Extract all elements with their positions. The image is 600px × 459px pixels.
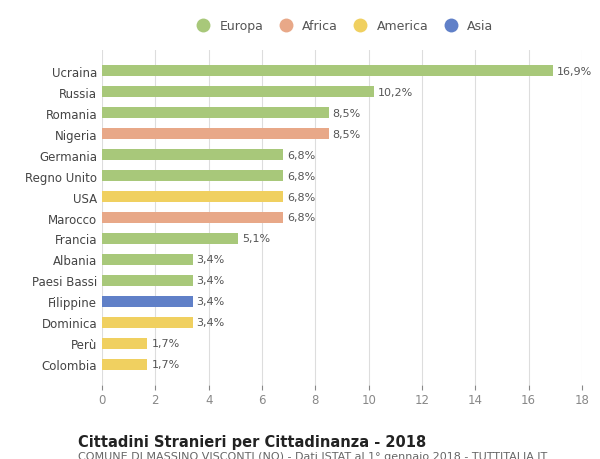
Text: 16,9%: 16,9% — [557, 67, 592, 77]
Text: 3,4%: 3,4% — [197, 297, 225, 307]
Text: 1,7%: 1,7% — [151, 339, 179, 349]
Bar — [102, 87, 374, 98]
Bar — [102, 66, 553, 77]
Text: 8,5%: 8,5% — [332, 129, 361, 139]
Text: 6,8%: 6,8% — [287, 171, 316, 181]
Bar — [102, 150, 283, 161]
Bar — [102, 170, 283, 182]
Text: 6,8%: 6,8% — [287, 150, 316, 160]
Text: 3,4%: 3,4% — [197, 276, 225, 286]
Bar — [102, 296, 193, 308]
Text: 3,4%: 3,4% — [197, 318, 225, 328]
Bar — [102, 212, 283, 224]
Text: 10,2%: 10,2% — [378, 87, 413, 97]
Text: 3,4%: 3,4% — [197, 255, 225, 265]
Bar — [102, 191, 283, 203]
Bar — [102, 317, 193, 329]
Bar — [102, 359, 148, 370]
Bar — [102, 275, 193, 286]
Text: 6,8%: 6,8% — [287, 192, 316, 202]
Text: 8,5%: 8,5% — [332, 108, 361, 118]
Text: 1,7%: 1,7% — [151, 359, 179, 369]
Bar — [102, 254, 193, 266]
Bar — [102, 338, 148, 349]
Text: Cittadini Stranieri per Cittadinanza - 2018: Cittadini Stranieri per Cittadinanza - 2… — [78, 434, 426, 449]
Text: COMUNE DI MASSINO VISCONTI (NO) - Dati ISTAT al 1° gennaio 2018 - TUTTITALIA.IT: COMUNE DI MASSINO VISCONTI (NO) - Dati I… — [78, 451, 547, 459]
Bar — [102, 129, 329, 140]
Text: 6,8%: 6,8% — [287, 213, 316, 223]
Bar — [102, 107, 329, 119]
Legend: Europa, Africa, America, Asia: Europa, Africa, America, Asia — [191, 20, 493, 33]
Text: 5,1%: 5,1% — [242, 234, 270, 244]
Bar — [102, 233, 238, 245]
